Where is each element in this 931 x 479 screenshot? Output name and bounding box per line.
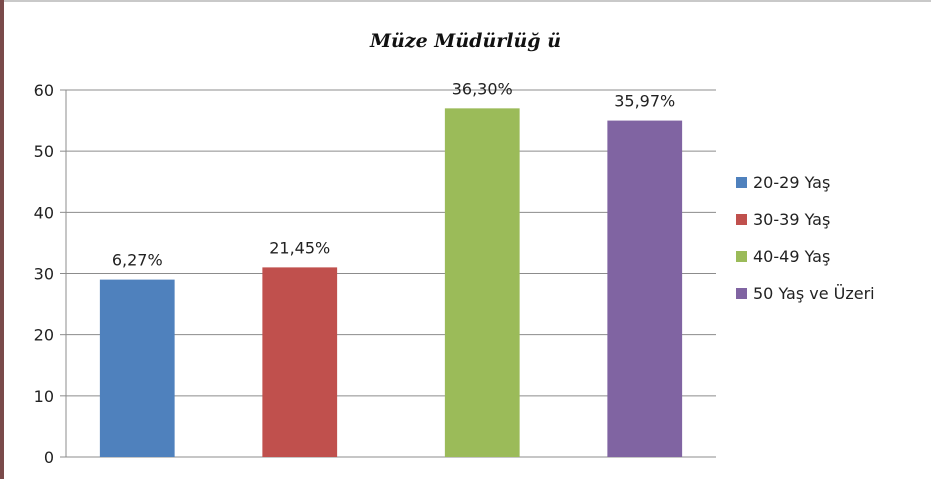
bar	[99, 279, 175, 457]
legend-label: 40-49 Yaş	[753, 247, 831, 266]
legend-item: 50 Yaş ve Üzeri	[736, 284, 875, 303]
y-tick-label: 30	[34, 265, 54, 284]
data-label: 35,97%	[614, 92, 675, 111]
bar	[607, 120, 683, 457]
data-label: 36,30%	[452, 79, 513, 98]
left-border	[0, 0, 4, 479]
y-tick-label: 10	[34, 387, 54, 406]
data-label: 21,45%	[269, 238, 330, 257]
legend-item: 40-49 Yaş	[736, 247, 875, 266]
y-tick-label: 0	[44, 448, 54, 467]
y-tick-label: 20	[34, 326, 54, 345]
legend-label: 20-29 Yaş	[753, 173, 831, 192]
legend-swatch	[736, 288, 747, 299]
bar	[262, 267, 338, 457]
chart-title: Müze Müdürlüğ ü	[369, 30, 562, 52]
bar	[444, 108, 520, 457]
legend-swatch	[736, 177, 747, 188]
y-tick-label: 60	[34, 81, 54, 100]
legend-label: 50 Yaş ve Üzeri	[753, 284, 875, 303]
top-border	[4, 0, 931, 2]
legend-swatch	[736, 214, 747, 225]
legend: 20-29 Yaş 30-39 Yaş 40-49 Yaş 50 Yaş ve …	[736, 173, 875, 321]
legend-label: 30-39 Yaş	[753, 210, 831, 229]
legend-item: 30-39 Yaş	[736, 210, 875, 229]
legend-swatch	[736, 251, 747, 262]
y-tick-label: 50	[34, 142, 54, 161]
data-label: 6,27%	[112, 251, 163, 270]
legend-item: 20-29 Yaş	[736, 173, 875, 192]
y-tick-label: 40	[34, 203, 54, 222]
